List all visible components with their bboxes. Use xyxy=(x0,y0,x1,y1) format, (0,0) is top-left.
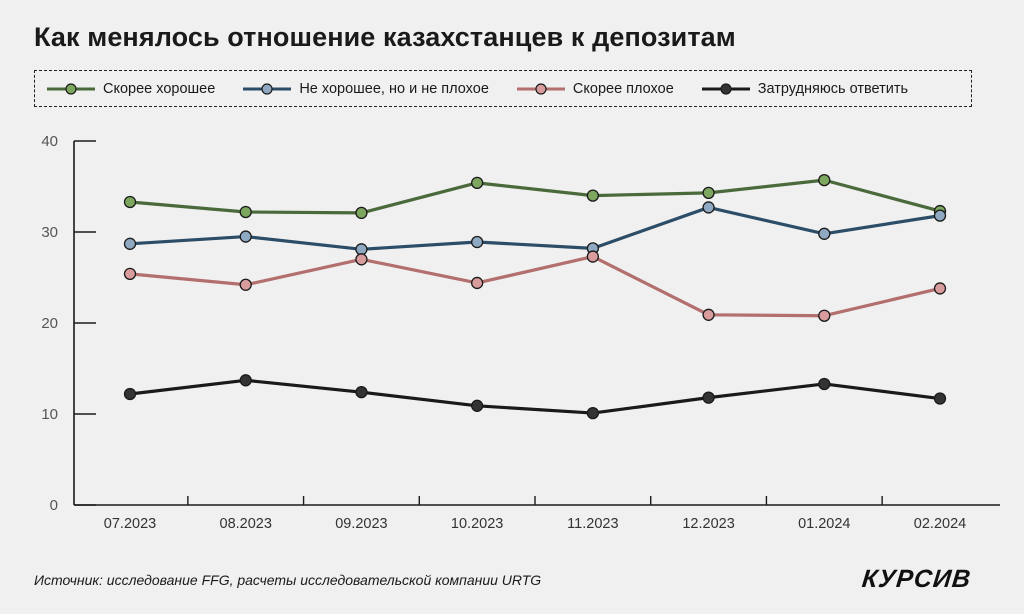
y-tick-label: 0 xyxy=(50,497,58,514)
chart-title: Как менялось отношение казахстанцев к де… xyxy=(34,22,736,52)
data-point xyxy=(818,309,831,322)
data-point xyxy=(239,230,252,243)
data-point xyxy=(470,399,484,412)
legend-item: Скорее хорошее xyxy=(45,81,215,97)
data-point xyxy=(933,392,947,405)
y-tick-label: 20 xyxy=(41,315,58,332)
data-point xyxy=(123,267,137,281)
x-tick-label: 01.2024 xyxy=(798,516,850,532)
x-tick-label: 08.2023 xyxy=(220,516,272,532)
data-point xyxy=(818,173,831,187)
data-point xyxy=(239,278,252,291)
legend-swatch xyxy=(47,82,95,95)
data-point xyxy=(702,391,715,404)
data-point xyxy=(586,189,600,202)
legend-label: Скорее плохое xyxy=(572,80,674,97)
data-point xyxy=(702,308,715,321)
x-tick-label: 12.2023 xyxy=(682,516,734,532)
data-point xyxy=(933,209,947,222)
data-point xyxy=(586,250,600,263)
data-point xyxy=(702,186,715,200)
data-point xyxy=(470,276,484,290)
legend-label: Затрудняюсь ответить xyxy=(757,80,909,97)
y-tick-label: 40 xyxy=(41,133,58,150)
data-point xyxy=(355,253,368,266)
data-point xyxy=(355,206,368,220)
legend-item: Скорее плохое xyxy=(515,81,674,97)
data-point xyxy=(239,205,252,219)
data-point xyxy=(586,406,600,420)
source-note: Источник: исследование FFG, расчеты иссл… xyxy=(34,572,542,588)
x-tick-label: 07.2023 xyxy=(104,516,156,532)
legend-item: Не хорошее, но и не плохое xyxy=(241,81,489,97)
data-point xyxy=(123,237,137,250)
legend-swatch xyxy=(701,82,750,95)
data-point xyxy=(123,387,137,401)
legend-marker xyxy=(720,82,732,95)
data-point xyxy=(702,201,715,214)
x-tick-label: 11.2023 xyxy=(567,516,618,532)
data-point xyxy=(123,195,137,209)
chart-legend: Скорее хорошее Не хорошее, но и не плохое… xyxy=(34,70,972,107)
legend-marker xyxy=(65,82,77,95)
legend-swatch xyxy=(243,82,292,95)
legend-item: Затрудняюсь ответить xyxy=(700,81,908,97)
x-tick-label: 10.2023 xyxy=(451,516,503,532)
legend-label: Скорее хорошее xyxy=(103,80,216,97)
data-point xyxy=(355,386,368,399)
legend-marker xyxy=(535,82,547,95)
y-tick-label: 30 xyxy=(41,224,58,241)
data-point xyxy=(818,377,831,391)
data-point xyxy=(239,374,252,387)
data-point xyxy=(355,243,368,256)
y-tick-label: 10 xyxy=(41,406,58,423)
legend-label: Не хорошее, но и не плохое xyxy=(299,80,489,97)
data-point xyxy=(818,227,831,240)
series-line xyxy=(129,254,941,318)
series-line xyxy=(129,178,941,215)
series-line xyxy=(129,378,941,415)
x-tick-label: 02.2024 xyxy=(914,516,966,532)
x-tick-label: 09.2023 xyxy=(335,516,387,532)
series-line xyxy=(129,205,941,251)
data-point xyxy=(470,235,484,249)
data-point xyxy=(470,176,484,190)
legend-marker xyxy=(261,82,273,95)
data-point xyxy=(933,282,947,295)
brand-logo: КУРСИВ xyxy=(860,565,973,593)
legend-swatch xyxy=(516,82,565,95)
